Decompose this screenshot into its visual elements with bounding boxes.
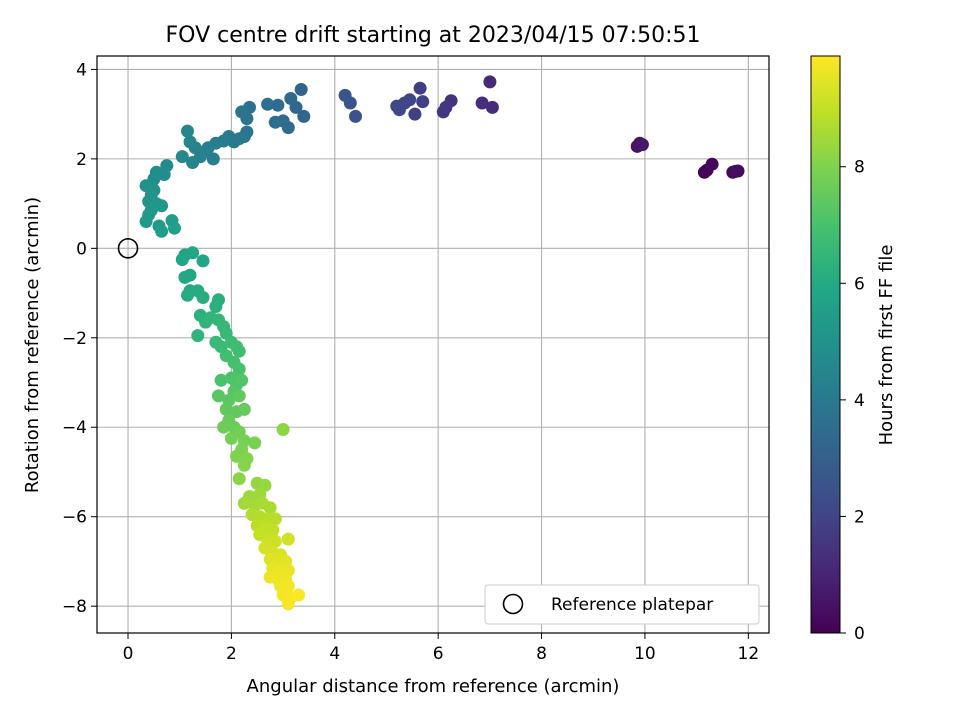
scatter-point (235, 373, 249, 387)
scatter-point (390, 99, 404, 113)
scatter-point (217, 420, 231, 434)
scatter-point (485, 100, 499, 114)
scatter-point (139, 215, 153, 228)
scatter-point (183, 135, 197, 149)
scatter-point (338, 88, 352, 102)
scatter-point (271, 98, 285, 112)
colorbar-tick-label: 2 (854, 507, 865, 527)
scatter-point (705, 157, 719, 171)
plot-frame (96, 55, 770, 634)
y-axis-label: Rotation from reference (arcmin) (22, 197, 43, 493)
x-axis-ticks: 0 2 4 6 8 10 12 (123, 633, 760, 664)
scatter-point (186, 246, 200, 260)
x-tick-label: 2 (226, 644, 237, 664)
x-tick-label: 8 (536, 644, 547, 664)
y-tick-label: 2 (76, 150, 87, 170)
y-tick-label: −8 (62, 597, 87, 617)
y-tick-label: −2 (62, 329, 87, 349)
chart-title: FOV centre drift starting at 2023/04/15 … (166, 23, 701, 48)
scatter-point (230, 449, 244, 463)
x-tick-label: 0 (123, 644, 134, 664)
scatter-point (281, 597, 295, 611)
x-tick-label: 4 (329, 644, 340, 664)
colorbar: 0 2 4 6 8 Hours from first FF file (810, 55, 897, 644)
scatter-point (212, 389, 225, 403)
scatter-point (237, 496, 251, 510)
scatter-point (232, 389, 246, 403)
scatter-point (209, 300, 223, 313)
scatter-point (248, 436, 262, 450)
scatter-point (349, 109, 362, 123)
reference-marker (117, 238, 139, 259)
scatter-point (268, 512, 282, 526)
colorbar-tick-label: 0 (854, 624, 865, 644)
legend-box (484, 584, 760, 625)
colorbar-tick-label: 4 (854, 391, 865, 411)
scatter-point (268, 534, 282, 548)
y-tick-label: −4 (62, 418, 87, 438)
scatter-point (181, 288, 194, 302)
scatter-point (284, 92, 298, 105)
scatter-point (155, 199, 169, 213)
scatter-point (232, 362, 246, 376)
scatter-point (237, 402, 251, 416)
x-axis-label: Angular distance from reference (arcmin) (247, 676, 620, 697)
grid-lines (97, 56, 769, 633)
y-tick-label: −6 (62, 508, 87, 528)
colorbar-tick-label: 8 (854, 158, 865, 178)
scatter-point (196, 254, 210, 268)
legend: Reference platepar (484, 584, 760, 625)
colorbar-ticks: 0 2 4 6 8 (840, 158, 865, 644)
scatter-point (416, 95, 430, 109)
scatter-point (237, 458, 251, 472)
scatter-point (224, 431, 238, 445)
scatter-point (235, 105, 249, 119)
scatter-point (281, 532, 295, 546)
scatter-point (175, 150, 189, 164)
scatter-point (181, 124, 194, 138)
scatter-point (413, 81, 427, 95)
scatter-point (475, 96, 489, 110)
x-tick-label: 12 (738, 644, 760, 664)
scatter-point (263, 501, 277, 515)
scatter-point (219, 402, 233, 416)
scatter-point (232, 472, 246, 486)
scatter-point (276, 423, 290, 436)
scatter-point (155, 224, 169, 238)
y-axis-ticks: −8 −6 −4 −2 0 2 4 (62, 60, 97, 617)
scatter-point (297, 109, 311, 123)
scatter-point (191, 329, 205, 343)
scatter-point (292, 588, 306, 602)
y-tick-label: 4 (76, 60, 87, 80)
y-tick-label: 0 (76, 239, 87, 259)
scatter-point (175, 253, 189, 266)
scatter-point (268, 115, 282, 129)
colorbar-label: Hours from first FF file (876, 245, 897, 446)
scatter-point (728, 164, 742, 178)
scatter-point (178, 270, 192, 284)
scatter-point (261, 97, 275, 111)
legend-label: Reference platepar (551, 595, 713, 615)
scatter-point (232, 344, 246, 358)
scatter-point (436, 105, 450, 119)
legend-marker (502, 593, 524, 615)
colorbar-tick-label: 6 (854, 274, 865, 294)
x-tick-label: 6 (433, 644, 444, 664)
scatter-point (196, 291, 210, 304)
scatter-point (168, 221, 181, 235)
colorbar-gradient (810, 55, 841, 634)
data-points (139, 75, 745, 611)
scatter-point (635, 138, 649, 152)
x-tick-label: 10 (634, 644, 656, 664)
scatter-point (294, 83, 308, 96)
scatter-point (186, 156, 200, 169)
scatter-point (206, 152, 220, 166)
scatter-point (483, 75, 497, 89)
scatter-point (408, 107, 422, 121)
scatter-point (214, 373, 228, 387)
